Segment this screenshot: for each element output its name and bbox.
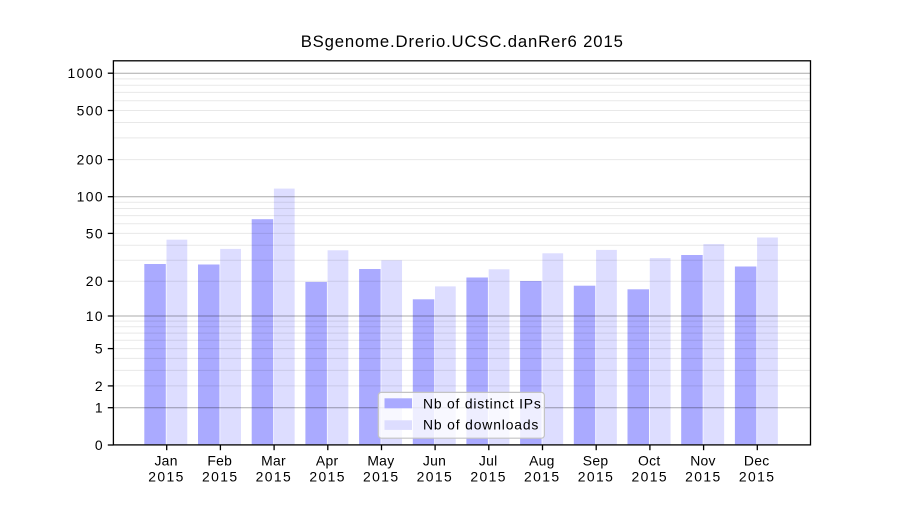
svg-text:Dec: Dec bbox=[744, 453, 770, 469]
svg-text:Feb: Feb bbox=[207, 453, 232, 469]
svg-text:Jun: Jun bbox=[423, 453, 446, 469]
svg-text:100: 100 bbox=[77, 189, 104, 205]
svg-text:2015: 2015 bbox=[739, 468, 776, 484]
svg-text:2015: 2015 bbox=[470, 468, 507, 484]
svg-text:Nov: Nov bbox=[690, 453, 716, 469]
svg-text:1000: 1000 bbox=[67, 65, 104, 81]
svg-text:May: May bbox=[367, 453, 394, 469]
svg-text:Sep: Sep bbox=[583, 453, 609, 469]
svg-text:200: 200 bbox=[77, 152, 104, 168]
svg-text:2015: 2015 bbox=[256, 468, 293, 484]
svg-text:Mar: Mar bbox=[261, 453, 286, 469]
svg-text:0: 0 bbox=[95, 437, 104, 453]
svg-text:2015: 2015 bbox=[202, 468, 239, 484]
svg-text:2015: 2015 bbox=[631, 468, 668, 484]
svg-text:500: 500 bbox=[77, 102, 104, 118]
svg-text:10: 10 bbox=[86, 308, 104, 324]
svg-text:2015: 2015 bbox=[148, 468, 185, 484]
svg-text:2015: 2015 bbox=[363, 468, 400, 484]
svg-text:1: 1 bbox=[95, 400, 104, 416]
svg-text:Apr: Apr bbox=[316, 453, 339, 469]
svg-text:2: 2 bbox=[95, 378, 104, 394]
svg-text:5: 5 bbox=[95, 341, 104, 357]
svg-text:Jul: Jul bbox=[479, 453, 498, 469]
svg-text:Nb of distinct IPs: Nb of distinct IPs bbox=[423, 395, 542, 411]
svg-text:2015: 2015 bbox=[524, 468, 561, 484]
svg-text:2015: 2015 bbox=[578, 468, 615, 484]
svg-text:2015: 2015 bbox=[685, 468, 722, 484]
svg-text:2015: 2015 bbox=[417, 468, 454, 484]
svg-text:Nb of downloads: Nb of downloads bbox=[423, 416, 539, 432]
svg-text:50: 50 bbox=[86, 225, 104, 241]
svg-text:Aug: Aug bbox=[529, 453, 555, 469]
svg-text:BSgenome.Drerio.UCSC.danRer6 2: BSgenome.Drerio.UCSC.danRer6 2015 bbox=[301, 32, 624, 51]
svg-text:Oct: Oct bbox=[638, 453, 661, 469]
svg-text:20: 20 bbox=[86, 273, 104, 289]
svg-text:2015: 2015 bbox=[309, 468, 346, 484]
svg-text:Jan: Jan bbox=[154, 453, 177, 469]
